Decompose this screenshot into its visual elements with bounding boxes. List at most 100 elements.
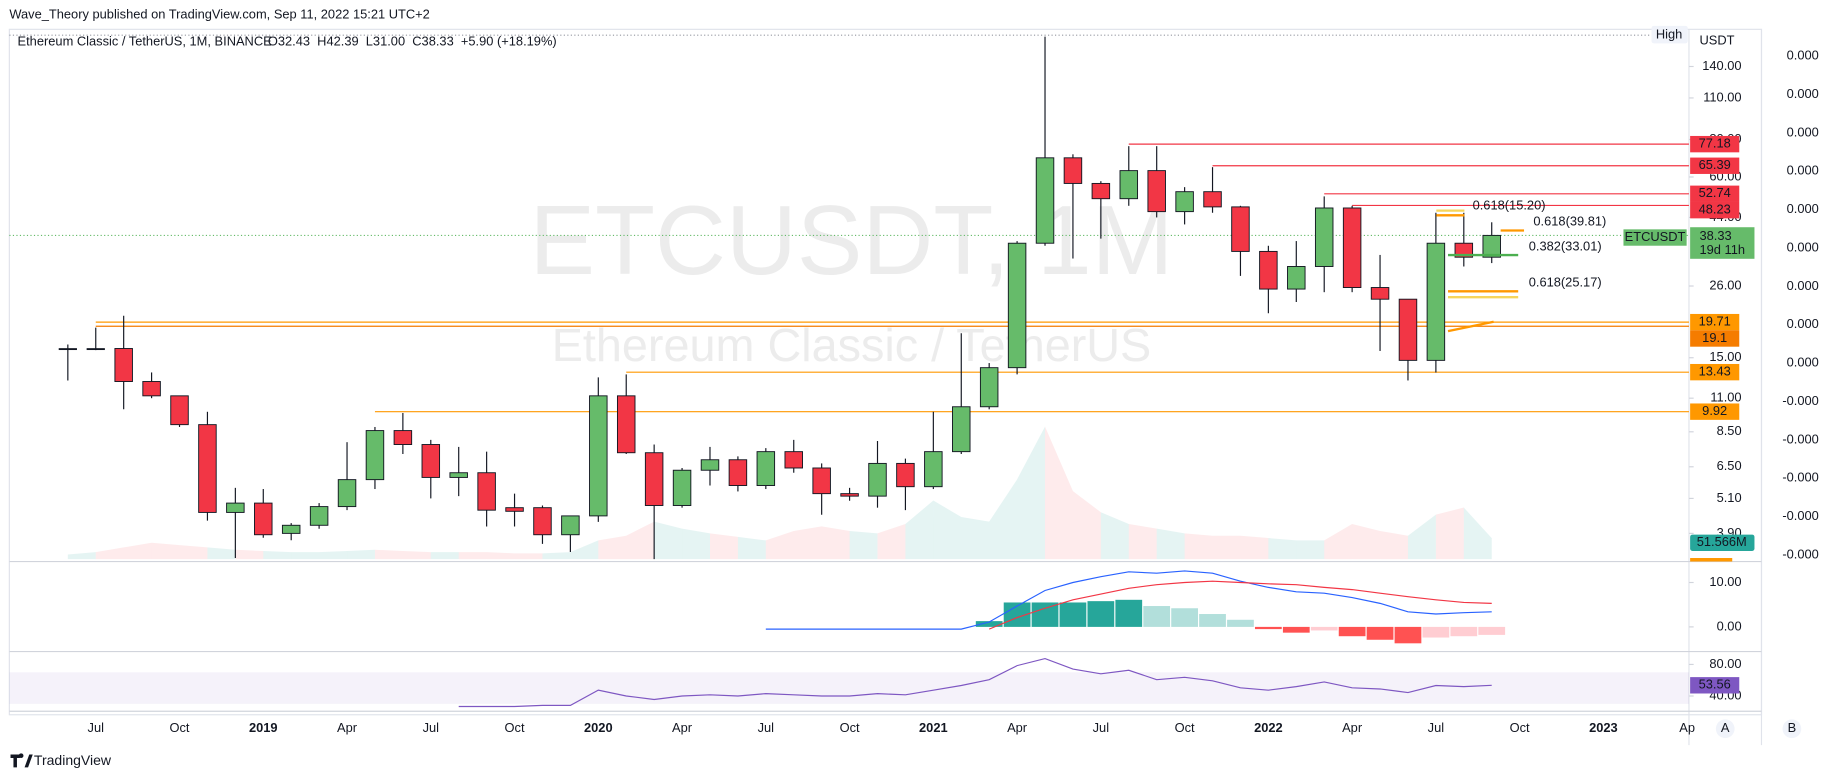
candle-body (812, 467, 831, 495)
fib-label: 0.618(25.17) (1529, 275, 1602, 290)
candle-body (198, 424, 217, 513)
candle-body (840, 493, 859, 497)
volume-area (1017, 426, 1046, 560)
x-tick-label: 2019 (249, 720, 278, 735)
x-tick-label: 2021 (919, 720, 948, 735)
volume-area (95, 547, 124, 560)
candle-body (952, 406, 971, 453)
volume-area (458, 552, 487, 560)
y-tick-label: 8.50 (1717, 423, 1742, 438)
volume-area (1463, 507, 1492, 560)
level-label: 13.43 (1699, 364, 1731, 379)
indicator-layer: 0.618(15.20) 0.618(39.81) 0.382(33.01) 0.61… (9, 197, 1689, 708)
currency: USDT (1699, 32, 1734, 47)
candle-body (728, 459, 748, 486)
level-label-box (1690, 363, 1740, 381)
y-tick-label: 6.50 (1717, 458, 1742, 473)
candle-body (309, 506, 329, 526)
level-label: 52.74 (1699, 185, 1731, 200)
candle-body (1482, 234, 1501, 258)
x-tick-label: Jul (1428, 720, 1444, 735)
fib-segment (1447, 320, 1494, 333)
logo-icon (10, 753, 33, 768)
candle-body (868, 462, 887, 497)
candle-body (1035, 157, 1055, 244)
candle-body (505, 507, 524, 512)
candle-body (1454, 242, 1474, 258)
x-tick-label: 2022 (1254, 720, 1283, 735)
candle-body (58, 348, 77, 351)
candle-body (226, 502, 245, 513)
candles-layer (58, 36, 1501, 560)
level-label-box (1690, 330, 1740, 347)
scale-button-label[interactable]: A (1721, 720, 1730, 735)
watermark-subtitle: Ethereum Classic / TetherUS (552, 319, 1152, 371)
macd-histogram-bar (1394, 626, 1422, 644)
volume-area (1072, 491, 1101, 560)
x-tick-label: Oct (505, 720, 525, 735)
volume-area (430, 552, 459, 560)
volume-area (291, 552, 320, 560)
level-label: 48.23 (1699, 202, 1731, 217)
volume-area (933, 500, 962, 560)
volume-area (319, 550, 348, 560)
candle-body (337, 479, 357, 508)
second-scale-label: 0.000 (1787, 48, 1819, 63)
volume-area (1100, 512, 1129, 560)
high-tag-box (1651, 25, 1688, 44)
macd-histogram-bar (1199, 614, 1226, 627)
scale-button-label[interactable]: B (1788, 720, 1797, 735)
macd-histogram-bar (1366, 626, 1394, 640)
x-tick-label: Jul (88, 720, 104, 735)
volume-area (514, 553, 543, 560)
candle-body (114, 348, 133, 382)
second-scale-label: 0.000 (1787, 278, 1819, 293)
volume-area (1156, 528, 1185, 560)
second-scale-label: 0.000 (1787, 124, 1819, 139)
price-label: 38.33 (1699, 228, 1731, 243)
volume-area (682, 528, 710, 560)
second-scale-label: 0.000 (1787, 239, 1819, 254)
volume-label: 51.566M (1697, 534, 1747, 549)
candle-body (393, 430, 413, 445)
symbol-title: Ethereum Classic / TetherUS, 1M, BINANCE (18, 34, 273, 49)
volume-area (179, 545, 208, 560)
volume-area (905, 500, 934, 560)
y-tick-label: 11.00 (1710, 390, 1741, 405)
countdown-label: 19d 11h (1699, 242, 1745, 257)
candle-body (924, 451, 943, 488)
candle-body (170, 395, 189, 426)
candle-body (756, 451, 776, 486)
macd-histogram-bar (975, 621, 1003, 627)
level-label-box (1690, 157, 1740, 174)
scale-button[interactable] (1715, 719, 1735, 739)
macd-histogram-bar (1478, 626, 1506, 635)
signal-line (988, 580, 1492, 630)
volume-area (151, 542, 180, 560)
second-scale-label: -0.000 (1782, 393, 1818, 408)
candle-body (421, 444, 441, 478)
candle-body (1091, 182, 1111, 200)
level-label: 19.71 (1699, 314, 1731, 329)
watermark: ETCUSDT, 1M (529, 185, 1173, 295)
macd-histogram-bar (1171, 608, 1198, 627)
level-label-box (1690, 313, 1740, 331)
logo: TradingView (34, 752, 112, 768)
candle-body (1314, 207, 1334, 267)
second-scale-label: -0.000 (1782, 508, 1818, 523)
volume-area (347, 549, 375, 560)
volume-area (849, 531, 878, 560)
x-tick-label: Jul (423, 720, 439, 735)
fib-drawings (1436, 209, 1525, 333)
level-label-box (1690, 135, 1740, 153)
level-label-box (1690, 403, 1740, 420)
level-label: 77.18 (1699, 136, 1731, 151)
symbol-label-box (1623, 229, 1687, 246)
level-label-box (1690, 185, 1740, 202)
volume-area (263, 550, 292, 560)
candle-body (254, 502, 273, 536)
volume-area (207, 547, 236, 560)
scale-button[interactable] (1782, 719, 1802, 739)
